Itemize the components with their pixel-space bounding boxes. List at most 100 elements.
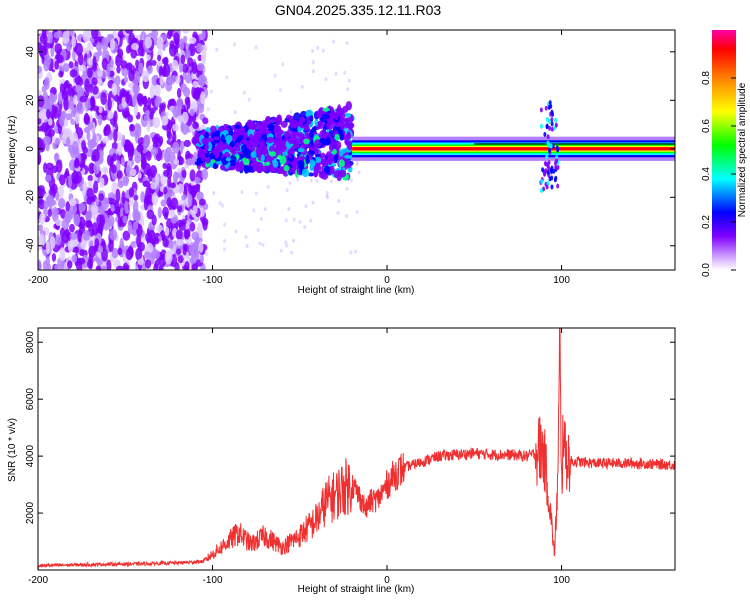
noise-fringe bbox=[220, 203, 224, 208]
spike-speckle bbox=[550, 184, 554, 190]
noise-speckle bbox=[86, 196, 93, 205]
band-speckle bbox=[279, 155, 287, 165]
noise-speckle bbox=[77, 52, 84, 66]
noise-speckle bbox=[38, 233, 45, 248]
noise-speckle bbox=[70, 118, 75, 125]
noise-speckle bbox=[54, 263, 62, 270]
noise-speckle bbox=[38, 138, 43, 151]
noise-fringe bbox=[292, 238, 296, 243]
band-speckle bbox=[276, 133, 282, 139]
noise-fringe bbox=[273, 73, 277, 78]
noise-speckle bbox=[91, 222, 99, 236]
noise-speckle bbox=[192, 205, 198, 215]
noise-speckle bbox=[53, 106, 59, 119]
band-speckle bbox=[234, 142, 242, 152]
noise-speckle bbox=[64, 211, 72, 224]
noise-speckle bbox=[132, 221, 139, 231]
noise-fringe bbox=[209, 89, 213, 94]
noise-speckle bbox=[147, 97, 152, 111]
band-speckle bbox=[344, 160, 350, 167]
band-speckle bbox=[213, 136, 220, 141]
noise-speckle bbox=[122, 262, 129, 270]
band-speckle bbox=[280, 120, 288, 128]
noise-speckle bbox=[88, 253, 93, 266]
noise-fringe bbox=[261, 242, 265, 247]
noise-speckle bbox=[97, 114, 103, 126]
noise-fringe bbox=[329, 179, 333, 184]
noise-speckle bbox=[100, 92, 107, 106]
noise-speckle bbox=[176, 107, 181, 116]
noise-speckle bbox=[59, 174, 66, 186]
noise-speckle bbox=[82, 181, 88, 192]
snr-y-ticks: 2000 4000 6000 8000 bbox=[25, 331, 675, 524]
noise-speckle bbox=[150, 182, 158, 190]
noise-speckle bbox=[192, 80, 199, 88]
noise-speckle bbox=[123, 76, 129, 84]
band-speckle bbox=[322, 107, 330, 112]
spike-speckle bbox=[553, 160, 557, 166]
noise-speckle bbox=[136, 93, 144, 104]
noise-speckle bbox=[59, 247, 66, 262]
noise-speckle bbox=[83, 127, 91, 134]
snr-y-tick-label: 8000 bbox=[25, 331, 36, 354]
band-speckle bbox=[246, 119, 253, 128]
noise-speckle bbox=[73, 213, 81, 226]
spike-speckle bbox=[556, 165, 560, 171]
noise-fringe bbox=[259, 216, 263, 221]
band-speckle bbox=[294, 159, 299, 164]
noise-fringe bbox=[292, 217, 296, 222]
noise-speckle bbox=[98, 193, 104, 202]
band-speckle bbox=[345, 133, 352, 140]
band-speckle bbox=[230, 159, 235, 167]
noise-speckle bbox=[174, 262, 180, 270]
noise-speckle bbox=[74, 76, 82, 85]
noise-speckle bbox=[44, 76, 50, 90]
band-speckle bbox=[262, 123, 268, 130]
noise-speckle bbox=[91, 76, 98, 86]
noise-speckle bbox=[111, 142, 118, 150]
noise-speckle bbox=[57, 91, 63, 104]
noise-speckle bbox=[184, 260, 190, 270]
band-speckle bbox=[305, 154, 310, 165]
noise-speckle bbox=[163, 186, 168, 195]
noise-speckle bbox=[141, 156, 147, 169]
spectrogram-x-tick-label: -100 bbox=[203, 275, 223, 286]
band-speckle bbox=[228, 165, 237, 171]
noise-fringe bbox=[218, 201, 222, 206]
noise-speckle bbox=[163, 56, 169, 66]
noise-speckle bbox=[175, 238, 184, 247]
band-speckle bbox=[338, 159, 345, 168]
band-speckle bbox=[232, 130, 239, 141]
spike-speckle bbox=[548, 100, 552, 106]
band-speckle bbox=[303, 123, 310, 132]
noise-speckle bbox=[174, 185, 180, 193]
noise-fringe bbox=[346, 87, 350, 92]
noise-speckle bbox=[127, 114, 134, 123]
noise-speckle bbox=[202, 117, 209, 125]
noise-speckle bbox=[43, 41, 48, 56]
noise-fringe bbox=[303, 224, 307, 229]
noise-speckle bbox=[103, 125, 111, 136]
noise-speckle bbox=[49, 236, 56, 249]
noise-speckle bbox=[99, 177, 105, 189]
spike-speckle bbox=[545, 184, 549, 190]
noise-fringe bbox=[205, 81, 209, 86]
noise-speckle bbox=[201, 168, 209, 180]
band-speckle bbox=[317, 121, 325, 129]
noise-speckle bbox=[73, 94, 78, 105]
noise-speckle bbox=[67, 260, 73, 269]
noise-speckle bbox=[111, 82, 118, 96]
band-speckle bbox=[342, 105, 349, 113]
noise-speckle bbox=[168, 241, 174, 249]
noise-speckle bbox=[68, 174, 73, 189]
band-speckle bbox=[246, 165, 253, 173]
band-speckle bbox=[255, 135, 261, 144]
noise-speckle bbox=[50, 45, 55, 58]
noise-fringe bbox=[254, 191, 258, 196]
band-speckle bbox=[325, 151, 333, 159]
noise-speckle bbox=[177, 205, 183, 213]
noise-speckle bbox=[149, 85, 155, 99]
noise-speckle bbox=[128, 196, 135, 206]
noise-speckle bbox=[115, 188, 121, 203]
noise-speckle bbox=[183, 35, 188, 43]
